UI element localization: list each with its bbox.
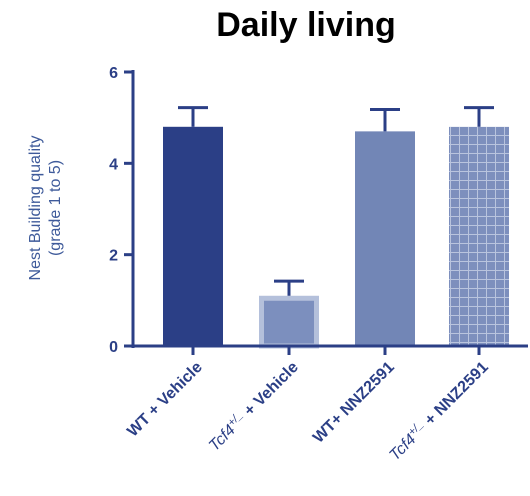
x-category-label: Tcf4+/_ + Vehicle [204,357,301,454]
chart-title: Daily living [216,6,396,44]
y-tick-label: 2 [109,248,118,265]
bar [259,295,319,349]
y-axis-label-line: Nest Building quality [27,136,44,281]
x-category-label: Tcf4+/_ + NNZ2591 [385,357,492,464]
y-tick-label: 6 [109,65,118,82]
y-tick-label: 4 [109,156,118,173]
y-axis-label-line: (grade 1 to 5) [47,160,64,256]
x-category-label: WT + Vehicle [124,359,206,441]
y-axis-label: Nest Building quality (grade 1 to 5) [27,136,64,281]
y-tick-label: 0 [109,339,118,356]
bar [163,126,223,346]
x-category-label: WT+ NNZ2591 [310,359,398,447]
bar [449,126,509,346]
svg-text:Nest Building quality(grade 1: Nest Building quality (grade 1 to 5) [27,136,64,281]
bar [355,131,415,346]
